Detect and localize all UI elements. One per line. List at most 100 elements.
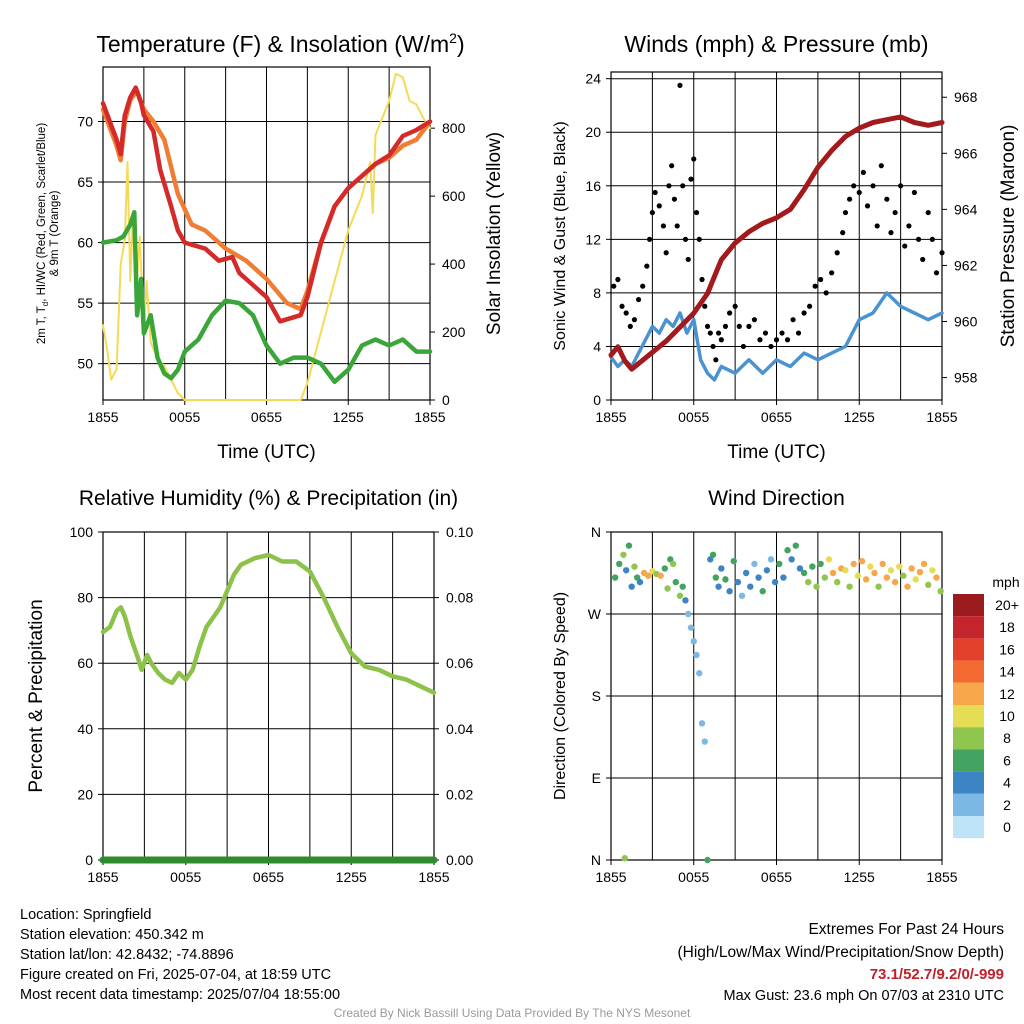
station-info: Location: Springfield Station elevation:…: [20, 905, 340, 1005]
dir-point: [620, 551, 627, 558]
dir-legend-label: 4: [1003, 775, 1011, 791]
temp-series-yellow: [102, 72, 431, 401]
wind-ytick-label: 24: [585, 71, 601, 87]
rh-y2tick-label: 0.04: [446, 721, 473, 737]
dir-xtick-label: 0055: [678, 869, 709, 885]
wind-ytick-label: 20: [585, 124, 601, 140]
extremes-values: 73.1/52.7/9.2/0/-999: [869, 966, 1004, 983]
dir-point: [875, 583, 882, 590]
wind-gust-point: [652, 189, 658, 196]
dir-legend-label: 14: [999, 664, 1015, 680]
dir-point: [862, 576, 870, 583]
wind-y2tick-label: 968: [954, 89, 978, 105]
station-latlon: Station lat/lon: 42.8432; -74.8896: [20, 947, 234, 963]
temp-xtick-label: 1855: [87, 409, 118, 425]
wind-gust-point: [757, 337, 763, 343]
wind-gust-point: [906, 223, 912, 229]
dir-point: [912, 576, 919, 583]
dir-point: [854, 572, 862, 579]
dir-point: [850, 560, 857, 568]
rh-xtick-label: 0055: [170, 869, 201, 885]
wind-gust-point: [707, 330, 713, 336]
dir-point: [780, 574, 787, 581]
wind-xlabel: Time (UTC): [727, 442, 826, 463]
dir-legend-label: 0: [1003, 819, 1011, 835]
temp-title-sup: 2: [449, 30, 457, 46]
wind-gust-point: [688, 176, 694, 182]
temp-title-close: ): [457, 31, 465, 57]
dir-legend-swatch: [953, 638, 984, 661]
wind-gust-point: [784, 337, 791, 343]
dir-legend-label: 20+: [995, 597, 1019, 613]
dir-point: [734, 578, 742, 586]
wind-gust-point: [818, 276, 824, 283]
wind-gust-point: [715, 330, 722, 336]
rh-ytick-label: 100: [70, 524, 94, 540]
dir-point: [742, 569, 750, 577]
wind-gust-point: [925, 209, 931, 216]
dir-point: [846, 583, 853, 590]
wind-gust-point: [807, 303, 813, 309]
wind-gust-point: [635, 296, 642, 303]
wind-xtick-label: 1255: [844, 409, 875, 425]
dir-legend-swatch: [953, 793, 984, 816]
wind-gust-point: [691, 156, 697, 162]
wind-gust-point: [851, 183, 857, 189]
dir-point: [622, 567, 630, 574]
temp-ytick-label: 50: [77, 356, 93, 372]
wind-gust-point: [718, 337, 724, 343]
dir-point: [709, 551, 717, 558]
wind-gust-point: [751, 317, 758, 323]
dir-point: [682, 597, 689, 604]
dir-legend-swatch: [953, 727, 984, 750]
wind-y2tick-label: 964: [954, 201, 978, 217]
dir-legend-swatch: [953, 616, 984, 639]
dir-legend-title: mph: [992, 574, 1019, 590]
temp-xtick-label: 0655: [251, 409, 282, 425]
dir-point: [636, 578, 644, 586]
wind-gust-point: [677, 82, 683, 88]
wind-gust-point: [773, 337, 780, 343]
dir-ytick-label: N: [591, 524, 601, 540]
wind-y2tick-label: 966: [954, 145, 978, 161]
dir-point: [800, 569, 808, 577]
temp-ylabel-line1: 2m T, T: [36, 306, 48, 344]
dir-ylabel: Direction (Colored By Speed): [552, 592, 569, 800]
dir-point: [829, 569, 837, 577]
wind-ylabel2: Station Pressure (Maroon): [998, 125, 1019, 348]
wind-y2tick-label: 962: [954, 257, 978, 273]
dir-xtick-label: 1255: [844, 869, 875, 885]
dir-point: [867, 563, 874, 570]
dir-point: [937, 588, 944, 595]
dir-point: [916, 568, 924, 576]
dir-point: [883, 574, 891, 581]
temp-y2tick-label: 200: [442, 324, 466, 340]
dir-point: [833, 578, 841, 586]
wind-gust-point: [710, 343, 716, 350]
wind-gust-point: [939, 250, 945, 256]
wind-gust-point: [933, 270, 940, 276]
dir-point: [712, 574, 720, 581]
dir-xtick-label: 1855: [595, 869, 626, 885]
dir-point: [858, 557, 866, 565]
wind-gust-point: [696, 236, 702, 242]
wind-xtick-label: 1855: [926, 409, 957, 425]
wind-gust-point: [768, 343, 774, 350]
dir-point: [891, 578, 899, 586]
dir-legend-label: 18: [999, 619, 1015, 635]
temp-ytick-label: 60: [77, 235, 93, 251]
wind-title: Winds (mph) & Pressure (mb): [624, 31, 928, 57]
wind-gust-point: [898, 183, 904, 189]
temp-ytick-label: 55: [77, 295, 93, 311]
dir-ytick-label: E: [592, 770, 601, 786]
wind-gust-point: [795, 330, 802, 336]
wind-gust-point: [682, 236, 689, 242]
temp-xlabel: Time (UTC): [217, 442, 316, 463]
wind-gust-point: [864, 203, 871, 209]
dir-point: [679, 583, 686, 590]
dir-point: [904, 583, 911, 590]
dir-point: [871, 569, 878, 577]
station-elevation: Station elevation: 450.342 m: [20, 927, 204, 943]
wind-ylabel: Sonic Wind & Gust (Blue, Black): [552, 121, 569, 350]
dir-legend-label: 10: [999, 708, 1015, 724]
